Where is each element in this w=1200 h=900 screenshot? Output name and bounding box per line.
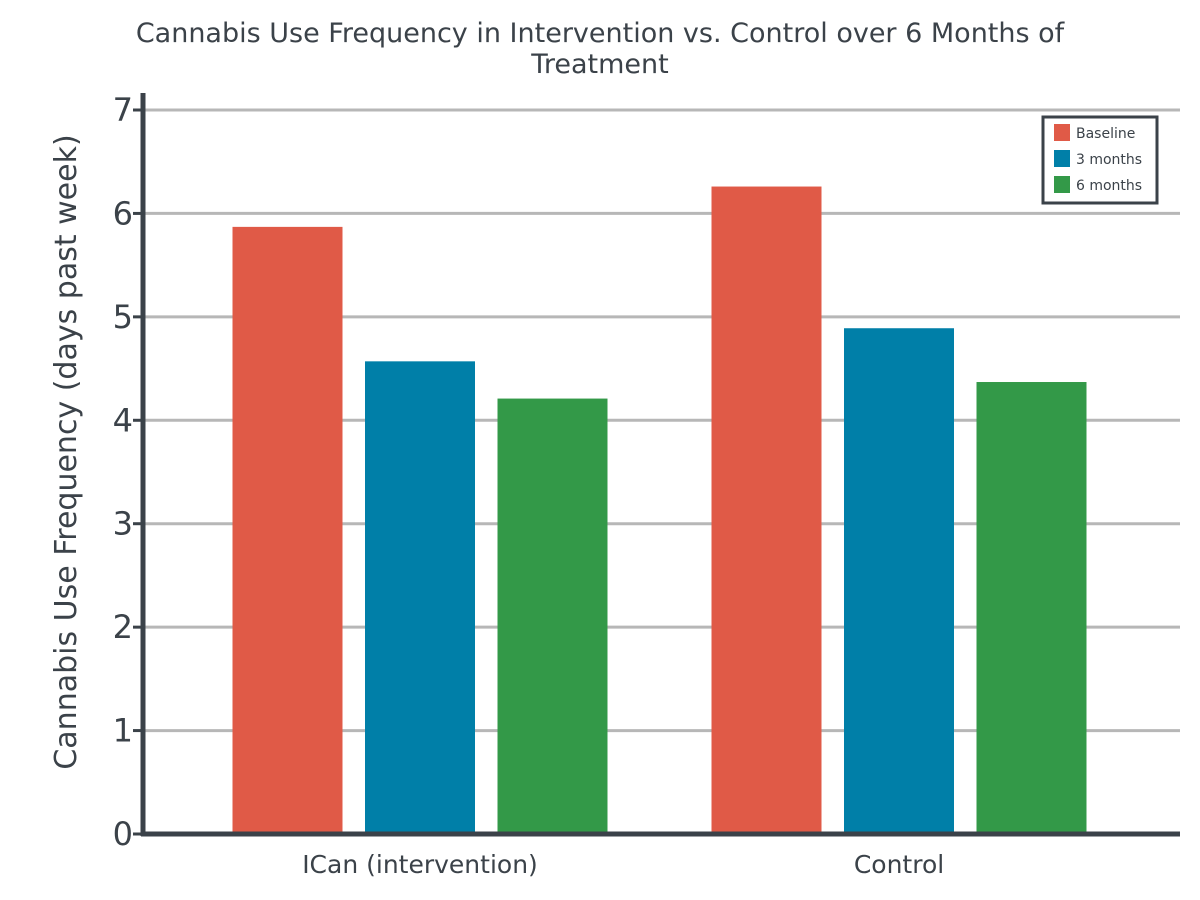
y-tick-label: 4 <box>113 401 133 439</box>
bar-6-months-0 <box>497 398 608 834</box>
y-tick-label: 5 <box>113 298 133 336</box>
y-axis-label: Cannabis Use Frequency (days past week) <box>49 134 84 769</box>
x-tick-labels: ICan (intervention) Control <box>302 850 944 879</box>
y-tick-label: 1 <box>113 712 133 750</box>
bars <box>232 186 1087 835</box>
legend: Baseline 3 months 6 months <box>1041 115 1159 205</box>
y-tick-labels: 0 1 2 3 4 5 6 7 <box>113 91 143 853</box>
legend-swatch <box>1054 176 1070 193</box>
x-tick-label: ICan (intervention) <box>302 850 538 879</box>
bar-3-months-1 <box>844 328 954 834</box>
y-tick-label: 0 <box>113 815 133 853</box>
bar-6-months-1 <box>976 382 1087 834</box>
bar-baseline-0 <box>232 226 343 835</box>
bar-baseline-1 <box>711 186 822 835</box>
legend-swatch <box>1054 150 1070 167</box>
legend-label: Baseline <box>1076 126 1135 142</box>
y-tick-label: 7 <box>113 91 133 129</box>
y-tick-label: 2 <box>113 608 133 646</box>
y-tick-label: 6 <box>113 194 133 232</box>
legend-label: 6 months <box>1076 178 1142 194</box>
bar-3-months-0 <box>365 361 475 834</box>
chart-title-line-2: Treatment <box>530 49 668 80</box>
legend-swatch <box>1054 124 1070 141</box>
y-tick-label: 3 <box>113 505 133 543</box>
legend-label: 3 months <box>1076 152 1142 168</box>
chart-title-line-1: Cannabis Use Frequency in Intervention v… <box>136 18 1066 49</box>
x-tick-label: Control <box>854 850 944 879</box>
